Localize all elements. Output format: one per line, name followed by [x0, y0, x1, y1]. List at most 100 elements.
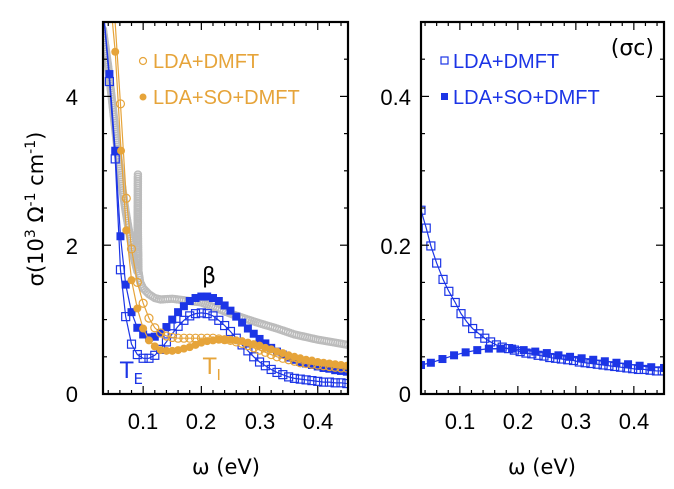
- data-point-open-square: [144, 353, 154, 363]
- legend-open-square-marker: [440, 56, 449, 65]
- data-point-open-square: [249, 352, 259, 362]
- data-point-filled-square: [577, 354, 586, 363]
- data-point-open-square: [220, 320, 230, 331]
- data-point-open-circle: [150, 323, 160, 333]
- right-xtick-label: 0.3: [561, 409, 592, 434]
- right-plot-frame: [419, 20, 666, 396]
- data-point-open-square: [462, 317, 472, 327]
- left-xtick-label: 0.4: [303, 409, 334, 434]
- data-point-filled-square: [127, 308, 136, 317]
- data-point-open-circle: [115, 99, 126, 109]
- right-series-line: [421, 210, 663, 372]
- left-series-0: [103, 25, 348, 350]
- data-point-filled-square: [426, 358, 435, 367]
- data-point-filled-circle: [302, 355, 311, 364]
- ylabel-part: ): [24, 132, 48, 140]
- data-point-filled-square: [179, 302, 188, 311]
- left-series-group: [99, 3, 348, 389]
- data-point-open-square: [421, 223, 431, 233]
- data-point-filled-square: [325, 364, 334, 373]
- data-point-open-square: [301, 375, 311, 385]
- data-point-open-square: [225, 326, 236, 337]
- data-point-filled-circle: [117, 146, 126, 155]
- data-point-filled-square: [255, 334, 264, 343]
- data-point-filled-circle: [127, 276, 136, 285]
- left-xtick-label: 0.2: [186, 409, 217, 434]
- data-point-open-square: [468, 323, 478, 334]
- right-series-0: [421, 205, 664, 376]
- right-ytick-label: 0: [399, 382, 411, 407]
- data-point-open-square: [214, 315, 224, 325]
- data-point-open-circle: [126, 244, 137, 254]
- right-xtick-label: 0.4: [619, 409, 650, 434]
- data-point-open-square: [324, 377, 334, 387]
- data-point-open-square: [284, 372, 294, 382]
- data-point-filled-square: [99, 3, 107, 11]
- data-point-open-square: [190, 309, 201, 319]
- left-ytick-label: 4: [66, 85, 78, 110]
- data-point-filled-square: [438, 355, 447, 364]
- data-point-filled-square: [249, 329, 258, 338]
- data-point-filled-square: [208, 294, 217, 303]
- data-point-filled-square: [635, 361, 644, 370]
- data-point-filled-circle: [319, 358, 328, 367]
- left-ytick-label: 0: [66, 382, 78, 407]
- data-point-open-circle: [179, 333, 189, 343]
- data-point-filled-circle: [232, 336, 241, 345]
- data-point-gray-circle: [343, 340, 348, 350]
- data-point-open-square: [173, 321, 183, 331]
- data-point-filled-square: [232, 312, 241, 321]
- data-point-filled-square: [191, 294, 200, 303]
- right-legend-label: LDA+DMFT: [453, 51, 559, 73]
- data-point-open-circle: [185, 333, 195, 343]
- data-point-open-square: [115, 265, 126, 275]
- data-point-filled-square: [461, 348, 470, 357]
- data-point-open-square: [444, 286, 454, 296]
- left-legend: LDA+DMFT LDA+SO+DMFT: [138, 51, 300, 109]
- data-point-open-square: [185, 311, 195, 321]
- data-point-filled-square: [226, 306, 235, 315]
- data-point-filled-circle: [226, 335, 235, 344]
- right-xtick-label: 0.2: [503, 409, 534, 434]
- data-point-open-square: [150, 350, 160, 360]
- data-point-open-square: [421, 205, 426, 215]
- data-point-open-square: [295, 374, 305, 384]
- right-ytick-label: 0.4: [380, 85, 411, 110]
- data-point-filled-square: [337, 366, 346, 375]
- ti-main: T: [202, 355, 217, 380]
- data-point-open-circle: [121, 193, 131, 203]
- data-point-open-square: [278, 370, 288, 380]
- data-point-filled-square: [150, 332, 159, 341]
- te-sub: E: [133, 370, 142, 388]
- data-point-filled-square: [542, 349, 551, 358]
- data-point-open-square: [138, 353, 148, 363]
- data-point-open-square: [161, 337, 172, 347]
- data-point-open-square: [318, 377, 329, 387]
- data-point-filled-square: [484, 344, 493, 353]
- data-point-open-square: [110, 154, 120, 164]
- data-point-filled-circle: [313, 358, 322, 367]
- data-point-filled-square: [162, 323, 171, 332]
- right-xtick-label: 0.1: [445, 409, 476, 434]
- data-point-filled-circle: [139, 324, 148, 333]
- data-point-open-square: [313, 376, 323, 386]
- data-point-filled-square: [647, 363, 656, 372]
- data-point-open-square: [450, 297, 460, 308]
- data-point-filled-square: [261, 339, 270, 348]
- data-point-filled-square: [313, 362, 322, 371]
- left-ytick-label: 2: [66, 234, 78, 259]
- right-panel: 0.1 0.2 0.3 0.4 0 0.2 0.4 ω (eV) LDA+DMF…: [380, 20, 666, 479]
- right-ticks: [421, 21, 664, 395]
- data-point-open-square: [104, 76, 115, 87]
- data-point-filled-square: [133, 323, 142, 332]
- data-point-filled-square: [111, 146, 120, 155]
- data-point-open-square: [196, 308, 206, 318]
- data-point-filled-circle: [325, 359, 334, 368]
- data-point-open-square: [330, 378, 340, 388]
- data-point-filled-square: [220, 301, 229, 310]
- data-point-filled-square: [554, 351, 563, 360]
- data-point-filled-square: [197, 292, 206, 301]
- data-point-open-square: [272, 367, 282, 378]
- data-point-filled-square: [121, 280, 130, 289]
